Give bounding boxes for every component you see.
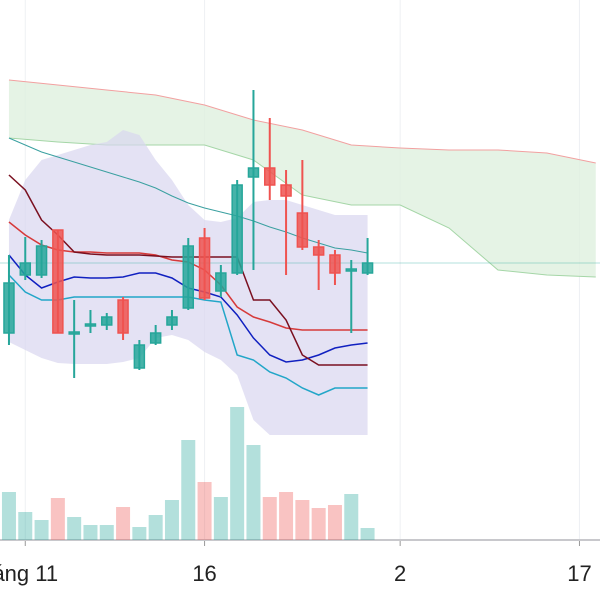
volume-bar bbox=[164, 500, 179, 540]
volume-bar bbox=[181, 440, 196, 540]
volume-bar bbox=[34, 520, 49, 540]
x-tick-label: 17 bbox=[567, 561, 591, 586]
volume-bar bbox=[230, 407, 245, 540]
volume-bar bbox=[18, 512, 33, 540]
candle-body bbox=[19, 262, 32, 276]
volume-bar bbox=[344, 494, 359, 540]
candle-body bbox=[345, 268, 358, 272]
volume-bar bbox=[1, 492, 16, 540]
candle-body bbox=[133, 344, 146, 369]
volume-bar bbox=[246, 445, 261, 540]
x-tick-label: áng 11 bbox=[0, 561, 58, 586]
volume-bar bbox=[116, 507, 131, 540]
volume-bar bbox=[148, 515, 163, 540]
volume-bar bbox=[279, 492, 294, 540]
candle-body bbox=[264, 167, 276, 186]
candle-body bbox=[312, 246, 325, 256]
volume-bar bbox=[132, 527, 147, 540]
candle-body bbox=[166, 316, 178, 326]
candle-body bbox=[101, 316, 113, 326]
volume-bar bbox=[213, 497, 228, 540]
candle-body bbox=[296, 212, 309, 248]
volume-bar bbox=[83, 525, 98, 540]
candle-body bbox=[149, 332, 162, 344]
volume-bar bbox=[50, 498, 65, 540]
volume-bar bbox=[99, 525, 114, 540]
candle-body bbox=[231, 184, 243, 274]
candle-body bbox=[84, 323, 97, 327]
candle-body bbox=[198, 237, 211, 299]
x-tick-label: 16 bbox=[192, 561, 216, 586]
candle-body bbox=[52, 229, 64, 334]
candle-body bbox=[215, 272, 227, 292]
volume-bar bbox=[295, 500, 310, 540]
cloud-lower bbox=[8, 79, 596, 164]
candle-body bbox=[280, 184, 292, 197]
candle-body bbox=[361, 262, 374, 274]
x-tick-label: 2 bbox=[394, 561, 406, 586]
candle-body bbox=[329, 254, 341, 274]
volume-bar bbox=[262, 497, 277, 540]
candle-body bbox=[182, 245, 195, 309]
candle-body bbox=[3, 282, 15, 334]
volume-bar bbox=[360, 528, 375, 540]
candle-body bbox=[117, 299, 129, 334]
candle-body bbox=[68, 331, 80, 335]
volume-bar bbox=[197, 482, 212, 540]
volume-bar bbox=[327, 505, 342, 540]
candle-body bbox=[247, 167, 260, 178]
volume-bar bbox=[311, 508, 326, 540]
candle-body bbox=[35, 245, 48, 276]
volume-bar bbox=[67, 517, 82, 540]
